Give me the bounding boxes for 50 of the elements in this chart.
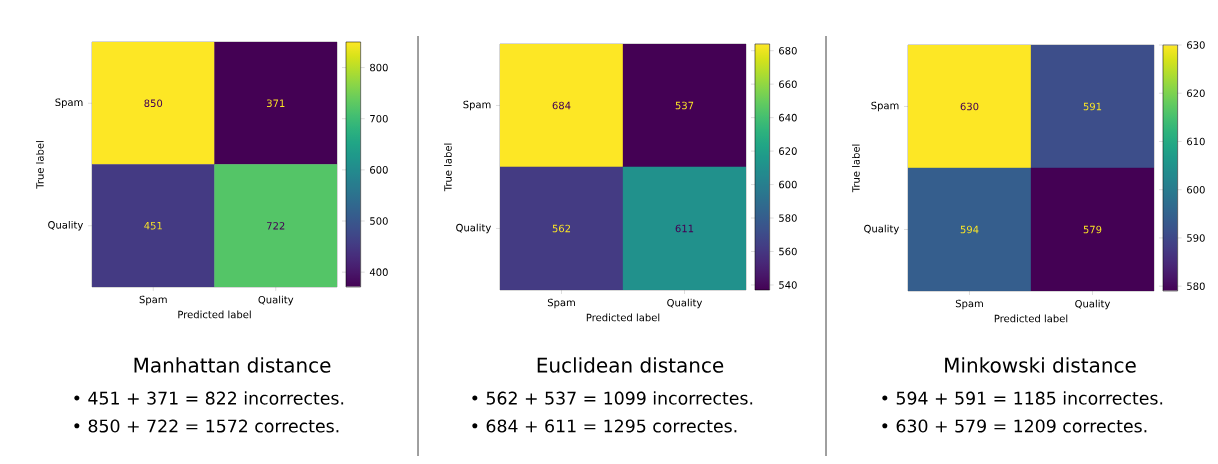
data-label: 591	[1083, 102, 1102, 111]
text: Euclidean distance	[537, 357, 724, 373]
color-bar-label: 800	[370, 63, 388, 72]
y-axis-title: True label	[36, 141, 44, 189]
data-label: 684	[552, 101, 571, 110]
color-bar-label: 640	[779, 113, 797, 122]
color-bar-label: 620	[779, 147, 797, 155]
data-label: 537	[675, 101, 694, 110]
text: • 594 + 591 = 1185 incorrectes.	[882, 391, 1163, 405]
x-tick-label: Quality	[1075, 299, 1111, 310]
color-bar-label: 540	[779, 281, 797, 289]
data-label: 451	[144, 222, 162, 230]
color-bar-label: 560	[779, 247, 797, 256]
text: • 850 + 722 = 1572 correctes.	[74, 419, 339, 433]
data-label: 611	[675, 224, 694, 233]
data-label: 594	[960, 225, 979, 234]
color-bar-label: 700	[370, 114, 388, 123]
text: • 562 + 537 = 1099 incorrectes.	[472, 391, 753, 405]
data-label: 630	[960, 102, 979, 111]
color-bar-label: 660	[779, 80, 797, 88]
y-axis-title: True label	[444, 143, 452, 192]
color-bar-label: 590	[1187, 234, 1205, 242]
color-bar-label: 600	[1187, 185, 1205, 194]
color-bar-label: 400	[369, 268, 388, 276]
x-tick-label: Spam	[955, 299, 983, 310]
data-label: 722	[267, 222, 285, 230]
color-bar-label: 580	[1187, 282, 1205, 290]
color-bar-label: 600	[370, 166, 388, 174]
data-label: 579	[1083, 225, 1102, 234]
x-tick-label: Quality	[258, 295, 294, 306]
y-axis-title: True label	[852, 144, 860, 193]
x-axis-title: Predicted label	[586, 313, 660, 322]
color-bar-label: 630	[1187, 41, 1205, 49]
x-axis-title: Predicted label	[178, 310, 251, 319]
text: • 684 + 611 = 1295 correctes.	[472, 419, 737, 433]
color-bar-label: 610	[1187, 137, 1205, 146]
x-axis-title: Predicted label	[994, 314, 1068, 323]
color-bar-label: 680	[779, 46, 797, 55]
text: Manhattan distance	[134, 357, 331, 373]
color-bar-label: 580	[779, 214, 797, 222]
text: • 630 + 579 = 1209 correctes.	[882, 419, 1147, 433]
x-tick-label: Spam	[139, 295, 167, 306]
color-bar-label: 600	[779, 180, 797, 189]
text: • 451 + 371 = 822 incorrectes.	[74, 391, 344, 405]
color-bar-label: 500	[370, 217, 388, 225]
color-bar-label: 620	[1187, 89, 1205, 98]
x-tick-label: Quality	[667, 298, 703, 309]
data-label: 562	[552, 224, 571, 233]
text: Minkowski distance	[945, 357, 1136, 373]
x-tick-label: Spam	[547, 298, 575, 309]
